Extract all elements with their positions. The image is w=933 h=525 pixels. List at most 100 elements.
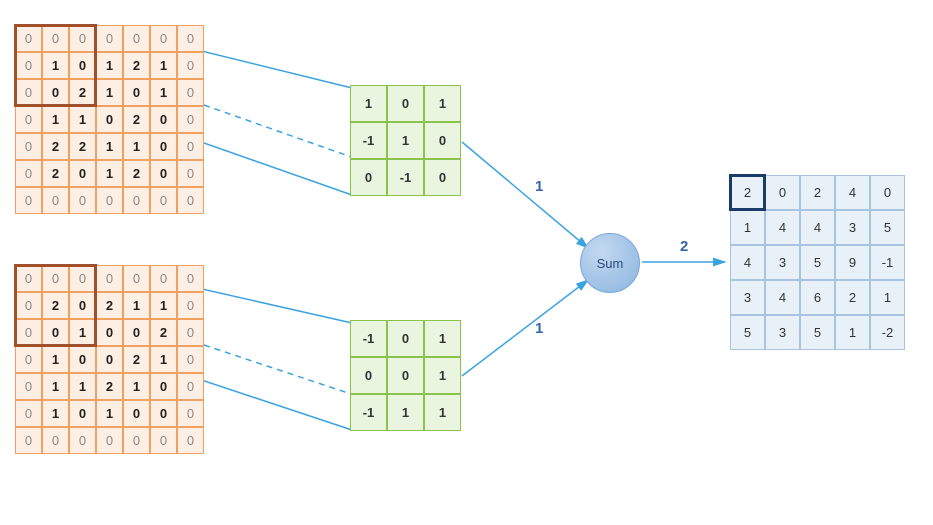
matrix-cell: 2 (835, 280, 870, 315)
matrix-cell: 1 (835, 315, 870, 350)
matrix-cell: 1 (150, 292, 177, 319)
matrix-cell: 0 (150, 25, 177, 52)
matrix-cell: 9 (835, 245, 870, 280)
matrix-cell: 2 (123, 160, 150, 187)
matrix-cell: 0 (69, 187, 96, 214)
kernel-matrix-2: -101001-111 (350, 320, 461, 431)
matrix-cell: 1 (387, 122, 424, 159)
matrix-cell: -1 (870, 245, 905, 280)
matrix-cell: 0 (177, 292, 204, 319)
matrix-cell: 0 (15, 160, 42, 187)
matrix-cell: 0 (177, 346, 204, 373)
matrix-cell: 2 (123, 52, 150, 79)
matrix-cell: 0 (69, 292, 96, 319)
matrix-cell: 6 (800, 280, 835, 315)
matrix-cell: 0 (96, 106, 123, 133)
matrix-cell: 1 (730, 210, 765, 245)
matrix-cell: 0 (123, 319, 150, 346)
matrix-cell: 1 (69, 106, 96, 133)
matrix-cell: 0 (350, 159, 387, 196)
matrix-cell: 1 (123, 373, 150, 400)
matrix-cell: 0 (177, 52, 204, 79)
matrix-cell: 0 (177, 400, 204, 427)
matrix-cell: 2 (123, 346, 150, 373)
matrix-cell: 0 (177, 106, 204, 133)
matrix-cell: 0 (177, 187, 204, 214)
matrix-cell: 0 (96, 319, 123, 346)
input-matrix-2: 0000000020211000100200100210011210001010… (15, 265, 204, 454)
matrix-cell: 0 (150, 400, 177, 427)
matrix-cell: 1 (350, 85, 387, 122)
matrix-cell: -1 (387, 159, 424, 196)
matrix-cell: 2 (123, 106, 150, 133)
matrix-cell: -2 (870, 315, 905, 350)
matrix-cell: 1 (150, 346, 177, 373)
matrix-cell: 1 (42, 346, 69, 373)
matrix-cell: 0 (150, 427, 177, 454)
matrix-cell: 0 (15, 25, 42, 52)
matrix-cell: 0 (387, 357, 424, 394)
matrix-cell: 2 (96, 373, 123, 400)
matrix-cell: 4 (800, 210, 835, 245)
matrix-cell: 1 (69, 373, 96, 400)
matrix-cell: 1 (96, 52, 123, 79)
matrix-cell: 4 (730, 245, 765, 280)
matrix-cell: 1 (424, 320, 461, 357)
matrix-cell: 2 (800, 175, 835, 210)
matrix-cell: 0 (177, 25, 204, 52)
matrix-cell: -1 (350, 320, 387, 357)
matrix-cell: 0 (765, 175, 800, 210)
edge-label-output: 2 (680, 238, 688, 255)
matrix-cell: 1 (424, 357, 461, 394)
matrix-cell: 0 (69, 25, 96, 52)
matrix-cell: 0 (15, 79, 42, 106)
matrix-cell: 0 (15, 373, 42, 400)
output-matrix: 20240144354359-1346215351-2 (730, 175, 905, 350)
matrix-cell: 0 (15, 427, 42, 454)
matrix-cell: 0 (870, 175, 905, 210)
matrix-cell: 0 (96, 346, 123, 373)
matrix-cell: 2 (150, 319, 177, 346)
matrix-cell: 0 (177, 265, 204, 292)
matrix-cell: 0 (15, 52, 42, 79)
matrix-cell: 0 (42, 265, 69, 292)
matrix-cell: 4 (835, 175, 870, 210)
matrix-cell: 0 (15, 106, 42, 133)
matrix-cell: 0 (123, 25, 150, 52)
matrix-cell: 4 (765, 210, 800, 245)
matrix-cell: 0 (123, 79, 150, 106)
matrix-cell: 5 (870, 210, 905, 245)
matrix-cell: 0 (69, 265, 96, 292)
edge-label-kernel1: 1 (535, 178, 543, 195)
matrix-cell: 3 (765, 245, 800, 280)
matrix-cell: 0 (387, 320, 424, 357)
matrix-cell: 0 (42, 319, 69, 346)
matrix-cell: 0 (15, 187, 42, 214)
matrix-cell: 0 (15, 265, 42, 292)
matrix-cell: 1 (96, 133, 123, 160)
matrix-cell: 0 (123, 187, 150, 214)
matrix-cell: 1 (96, 79, 123, 106)
matrix-cell: 0 (150, 106, 177, 133)
matrix-cell: 2 (730, 175, 765, 210)
matrix-cell: 0 (150, 187, 177, 214)
matrix-cell: 0 (123, 265, 150, 292)
matrix-cell: 1 (42, 106, 69, 133)
matrix-cell: 4 (765, 280, 800, 315)
matrix-cell: 0 (150, 133, 177, 160)
matrix-cell: 0 (123, 400, 150, 427)
matrix-cell: 0 (42, 187, 69, 214)
matrix-cell: 0 (96, 187, 123, 214)
matrix-cell: 0 (150, 373, 177, 400)
matrix-cell: 0 (177, 427, 204, 454)
matrix-cell: 1 (424, 85, 461, 122)
matrix-cell: 2 (69, 133, 96, 160)
matrix-cell: 0 (96, 427, 123, 454)
matrix-cell: 1 (424, 394, 461, 431)
matrix-cell: 0 (69, 427, 96, 454)
matrix-cell: 2 (96, 292, 123, 319)
matrix-cell: 0 (424, 159, 461, 196)
matrix-cell: 0 (424, 122, 461, 159)
matrix-cell: 1 (123, 292, 150, 319)
matrix-cell: 0 (177, 319, 204, 346)
